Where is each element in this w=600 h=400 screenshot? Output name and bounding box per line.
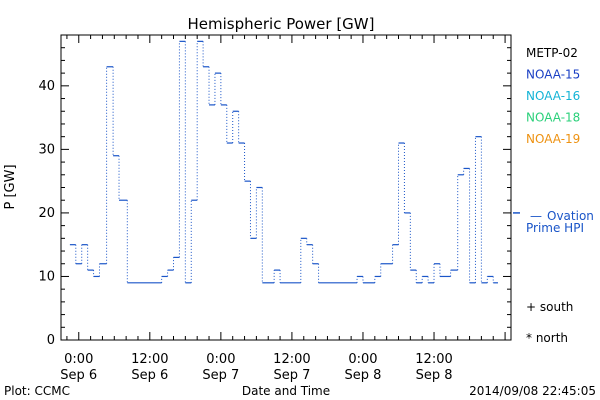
x-tick-date-label: Sep 6	[60, 368, 97, 383]
y-tick-label: 20	[38, 206, 55, 221]
chart-title: Hemispheric Power [GW]	[188, 15, 375, 33]
x-tick-date-label: Sep 8	[345, 368, 382, 383]
x-tick-time-label: 0:00	[206, 352, 235, 367]
y-tick-label: 30	[38, 142, 55, 157]
x-tick-time-label: 0:00	[348, 352, 377, 367]
ovation-label-line1: Ovation	[547, 209, 594, 223]
x-tick-time-label: 12:00	[131, 352, 168, 367]
x-tick-date-label: Sep 6	[131, 368, 168, 383]
legend-item-noaa-16: NOAA-16	[526, 89, 580, 103]
series-layer	[69, 40, 520, 284]
legend-item-noaa-19: NOAA-19	[526, 132, 580, 146]
north-marker-label: * north	[526, 331, 568, 345]
y-axis-label: P [GW]	[3, 164, 18, 209]
legend-item-noaa-18: NOAA-18	[526, 111, 580, 125]
x-tick-date-label: Sep 7	[202, 368, 239, 383]
legend: METP-02 NOAA-15 NOAA-16 NOAA-18 NOAA-19	[526, 46, 580, 146]
legend-item-metp-02: METP-02	[526, 46, 578, 60]
plot-frame	[60, 34, 512, 341]
series-marker-dash: —	[530, 209, 542, 223]
series-ovation-prime-hpi	[69, 40, 520, 284]
plot-timestamp: 2014/09/08 22:45:05	[469, 384, 596, 398]
legend-item-noaa-15: NOAA-15	[526, 68, 580, 82]
x-tick-date-label: Sep 7	[273, 368, 310, 383]
south-marker-label: + south	[526, 300, 573, 314]
y-tick-label: 0	[47, 333, 55, 348]
plot-credit: Plot: CCMC	[4, 384, 70, 398]
y-tick-label: 40	[38, 79, 55, 94]
y-axis: 0 10 20 30 40	[38, 34, 511, 348]
y-tick-label: 10	[38, 269, 55, 284]
x-tick-time-label: 12:00	[415, 352, 452, 367]
x-tick-date-label: Sep 8	[416, 368, 453, 383]
x-tick-time-label: 12:00	[273, 352, 310, 367]
x-axis-label: Date and Time	[242, 384, 330, 398]
x-tick-time-label: 0:00	[64, 352, 93, 367]
ovation-label-line2: Prime HPI	[526, 221, 584, 235]
